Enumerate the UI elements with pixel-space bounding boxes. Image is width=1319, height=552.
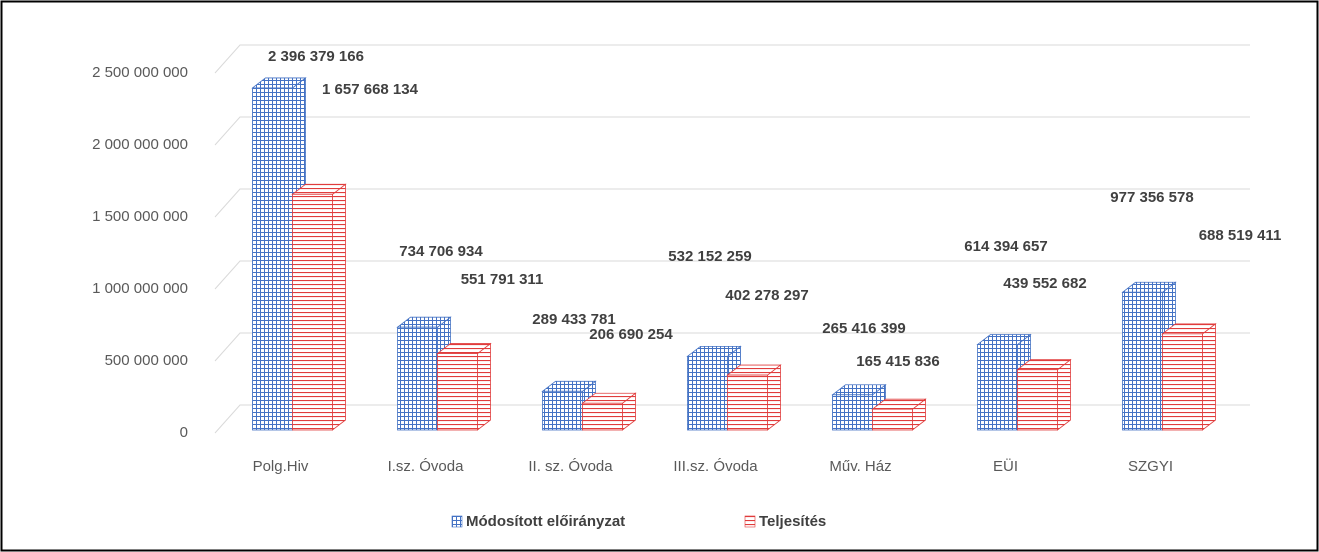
bar-side (1202, 323, 1216, 431)
bar-3d (726, 364, 782, 431)
x-tick-label: III.sz. Óvoda (673, 458, 758, 475)
bar (292, 193, 333, 431)
data-label: 165 415 836 (856, 353, 939, 370)
bar (1122, 291, 1163, 431)
x-tick-label: Műv. Ház (829, 458, 891, 475)
data-label: 2 396 379 166 (268, 48, 364, 65)
bar (727, 374, 768, 431)
x-tick-label: SZGYI (1128, 458, 1173, 475)
x-tick-label: I.sz. Óvoda (388, 458, 465, 475)
legend-swatch (744, 515, 756, 528)
data-label: 402 278 297 (725, 287, 808, 304)
bar-side (1057, 358, 1071, 431)
y-tick-label: 500 000 000 (105, 352, 188, 369)
grid-line (214, 188, 1250, 218)
bar (252, 87, 293, 431)
x-tick-label: EÜI (993, 457, 1018, 475)
bar-side (477, 342, 491, 431)
bar (542, 390, 583, 431)
bar (1162, 333, 1203, 431)
y-tick-label: 1 500 000 000 (92, 208, 188, 225)
data-label: 688 519 411 (1199, 227, 1282, 244)
bar-3d (436, 342, 492, 431)
bar (437, 353, 478, 431)
bar-3d (1161, 323, 1217, 431)
x-tick-label: II. sz. Óvoda (528, 458, 613, 475)
bar (687, 355, 728, 431)
data-label: 1 657 668 134 (322, 81, 419, 98)
bar (397, 326, 438, 431)
data-label: 439 552 682 (1003, 275, 1086, 292)
grid-line (214, 116, 1250, 146)
bar-side (767, 364, 781, 431)
legend-label: Teljesítés (759, 513, 826, 530)
data-label: 532 152 259 (668, 248, 751, 265)
data-label: 289 433 781 (532, 311, 615, 328)
data-label: 551 791 311 (461, 271, 544, 288)
bar-3d (396, 316, 452, 431)
bar (1017, 369, 1058, 431)
bar-3d (871, 398, 927, 431)
data-label: 265 416 399 (822, 320, 905, 337)
bar-3d (581, 392, 637, 431)
bar-side (332, 183, 346, 431)
bar-3d (291, 183, 347, 431)
x-tick-label: Polg.Hiv (253, 458, 309, 475)
data-label: 614 394 657 (964, 238, 1047, 255)
bar (977, 344, 1018, 431)
y-tick-label: 2 500 000 000 (92, 64, 188, 81)
y-tick-label: 2 000 000 000 (92, 136, 188, 153)
bar-3d (1016, 358, 1072, 431)
data-label: 977 356 578 (1110, 189, 1193, 206)
data-label: 734 706 934 (399, 243, 483, 260)
legend-label: Módosított előirányzat (466, 513, 625, 530)
grid-line (214, 332, 1250, 362)
bar (832, 394, 873, 431)
legend-swatch (451, 515, 463, 528)
y-tick-label: 1 000 000 000 (92, 280, 188, 297)
data-label: 206 690 254 (589, 326, 673, 343)
grid-line (214, 44, 1250, 74)
bar (872, 408, 913, 431)
y-tick-label: 0 (180, 424, 188, 441)
bar (582, 402, 623, 431)
grid-line (214, 260, 1250, 290)
